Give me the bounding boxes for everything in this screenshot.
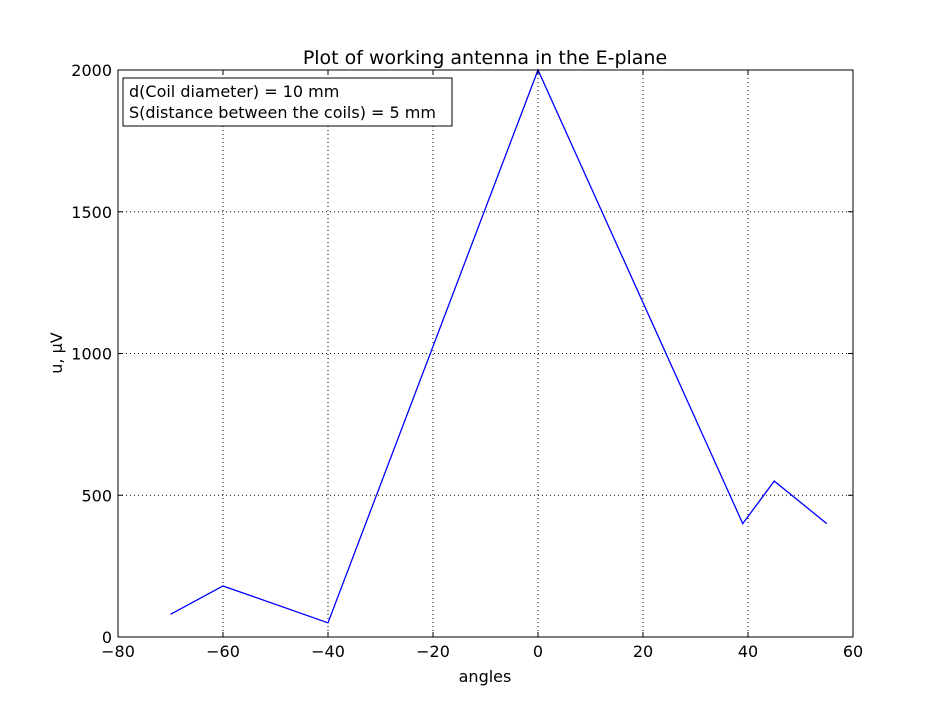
x-tick-label: 0 [533,642,543,661]
x-axis-label: angles [459,667,512,686]
annotation-line-1: d(Coil diameter) = 10 mm [129,82,339,101]
y-tick-label: 1500 [71,203,112,222]
y-axis-label: u, μV [47,332,66,373]
x-tick-label: −60 [206,642,240,661]
x-tick-label: −80 [101,642,135,661]
x-tick-label: 20 [633,642,653,661]
ticks: −80 −60 −40 −20 0 20 40 60 0 500 1000 1500 2000 [71,61,863,661]
annotation-box: d(Coil diameter) = 10 mm S(distance betw… [122,77,453,127]
chart-title: Plot of working antenna in the E-plane [303,47,667,69]
x-tick-label: 60 [843,642,863,661]
y-tick-label: 500 [81,486,112,505]
annotation-frame [122,77,453,127]
y-tick-label: 1000 [71,345,112,364]
x-tick-label: −20 [416,642,450,661]
y-tick-label: 2000 [71,61,112,80]
y-tick-label: 0 [102,628,112,647]
x-tick-label: 40 [738,642,758,661]
annotation-line-2: S(distance between the coils) = 5 mm [129,103,436,122]
x-tick-label: −40 [311,642,345,661]
